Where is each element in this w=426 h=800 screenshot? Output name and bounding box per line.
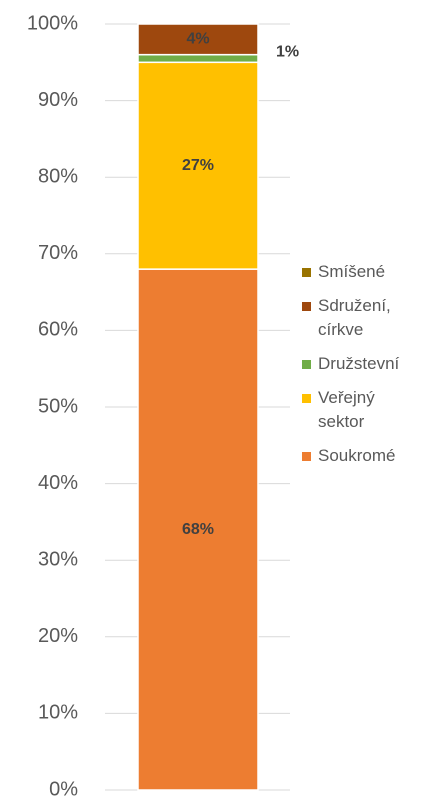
legend-item: Smíšené: [302, 260, 424, 284]
y-tick-label: 40%: [38, 472, 78, 494]
legend-label: Družstevní: [318, 354, 400, 373]
bar-segment: [137, 53, 259, 64]
y-tick-label: 20%: [38, 625, 78, 647]
legend-item: Družstevní: [302, 352, 424, 376]
legend-item: Sdružení, církve: [302, 294, 424, 342]
y-tick-label: 90%: [38, 89, 78, 111]
legend-item: Soukromé: [302, 444, 424, 468]
legend-swatch: [302, 360, 311, 369]
y-tick-label: 80%: [38, 165, 78, 187]
y-tick-label: 0%: [49, 778, 78, 800]
legend-swatch: [302, 302, 311, 311]
legend-label: Smíšené: [318, 262, 386, 281]
y-tick-label: 30%: [38, 548, 78, 570]
legend-label: Sdružení, církve: [318, 296, 391, 339]
data-label: 68%: [182, 521, 214, 538]
data-label: 1%: [276, 44, 299, 61]
data-label: 4%: [186, 31, 209, 48]
legend-label: Soukromé: [318, 446, 396, 465]
bar-segment: [137, 61, 259, 270]
legend-swatch: [302, 268, 311, 277]
y-tick-label: 10%: [38, 702, 78, 724]
y-tick-label: 50%: [38, 395, 78, 417]
data-label: 27%: [182, 157, 214, 174]
y-tick-label: 60%: [38, 319, 78, 341]
y-tick-label: 70%: [38, 242, 78, 264]
legend-label: Veřejný sektor: [318, 388, 375, 431]
bar-segment: [137, 268, 259, 791]
legend-swatch: [302, 394, 311, 403]
legend-swatch: [302, 452, 311, 461]
y-tick-label: 100%: [27, 12, 78, 34]
legend: Smíšené Sdružení, církve Družstevní Veřejný…: [302, 260, 424, 478]
bar-segment: [137, 23, 259, 56]
legend-item: Veřejný sektor: [302, 386, 424, 434]
